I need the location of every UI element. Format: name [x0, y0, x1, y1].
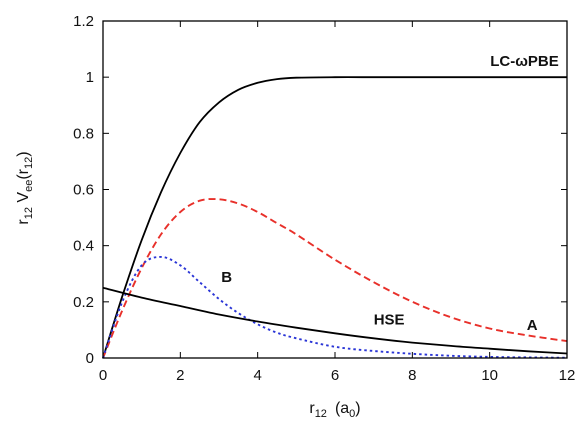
y-tick-label: 0.4	[73, 238, 94, 255]
x-tick-label: 12	[559, 367, 576, 384]
y-tick-label: 1	[86, 69, 94, 86]
x-tick-label: 8	[408, 367, 416, 384]
x-tick-label: 10	[481, 367, 498, 384]
y-tick-label: 0	[86, 350, 94, 367]
series-line	[102, 286, 568, 355]
annotation-layer: LC-ωPBE B HSE A	[221, 53, 558, 334]
annotation-label: B	[221, 269, 232, 286]
x-tick-label: 0	[99, 367, 107, 384]
x-tick-label: 4	[253, 367, 261, 384]
series-line	[102, 198, 568, 359]
x-tick-label: 2	[176, 367, 184, 384]
y-tick-label: 1.2	[73, 13, 94, 30]
y-tick-label: 0.8	[73, 125, 94, 142]
series-line	[102, 255, 568, 359]
x-tick-label: 6	[331, 367, 339, 384]
y-tick-label: 0.6	[73, 182, 94, 199]
annotation-label: LC-ωPBE	[490, 53, 559, 70]
annotation-label: A	[527, 317, 538, 334]
ticks-layer: 0 2 4 6 8 10 12 0 0.2 0.4 0.6 0.8 1 1.2	[73, 13, 575, 384]
series-line	[102, 76, 568, 359]
y-tick-label: 0.2	[73, 294, 94, 311]
series-layer	[102, 76, 568, 359]
annotation-label: HSE	[374, 311, 405, 328]
plot-frame	[102, 20, 568, 359]
x-axis-label: r12 (a0)	[309, 400, 360, 420]
y-axis-label: r12 Vee(r12)	[15, 151, 35, 224]
